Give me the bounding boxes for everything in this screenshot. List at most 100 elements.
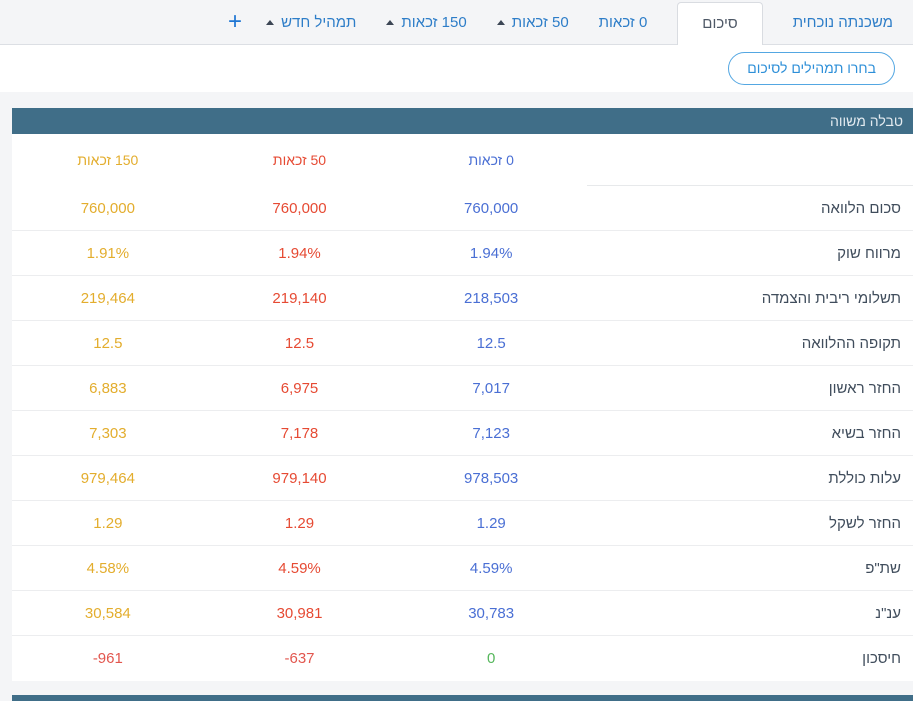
cell-value: 6,975 — [204, 380, 396, 397]
cell-number: 219,140 — [272, 289, 327, 307]
table-row: מרווח שוק 1.94% 1.94% 1.91% — [12, 231, 913, 276]
cell-number: 1.29 — [93, 514, 123, 532]
cell-value: 219,464 — [12, 290, 204, 307]
table-row: עלות כוללת 978,503 979,140 979,464 — [12, 456, 913, 501]
cell-number: -637 — [284, 650, 315, 667]
tab-label: 50 זכאות — [511, 13, 569, 31]
row-label: שת"פ — [865, 559, 901, 577]
cell-value: 760,000 — [12, 200, 204, 217]
cell-value: 760,000 — [395, 200, 587, 217]
cell-value: 30,783 — [395, 605, 587, 622]
cell-value: -961 — [12, 650, 204, 667]
cell-number: 6,883 — [89, 379, 127, 397]
tab-label: סיכום — [702, 15, 738, 32]
caret-up-icon[interactable] — [266, 19, 275, 25]
caret-up-icon[interactable] — [386, 19, 395, 25]
cell-value: -637 — [204, 650, 396, 667]
column-header-0: 0 זכאות — [468, 152, 514, 168]
cell-value: 0 — [395, 650, 587, 667]
cell-number: 12.5 — [476, 334, 506, 352]
cell-number: 1.91% — [86, 244, 130, 262]
cell-value: 4.59% — [204, 560, 396, 577]
table-column-header-row: 0 זכאות 50 זכאות 150 זכאות — [12, 134, 913, 186]
tab-label: 150 זכאות — [401, 13, 467, 31]
row-label: עלות כוללת — [828, 469, 901, 487]
cell-value: 1.94% — [204, 245, 396, 262]
cell-number: 218,503 — [464, 289, 519, 307]
tab-150 זכאות[interactable]: 150 זכאות — [386, 13, 467, 31]
cell-value: 219,140 — [204, 290, 396, 307]
cell-number: -961 — [92, 650, 123, 667]
cell-value: 4.59% — [395, 560, 587, 577]
tab-משכנתה נוכחית[interactable]: משכנתה נוכחית — [793, 14, 893, 31]
cell-number: 979,464 — [80, 469, 135, 487]
cell-number: 12.5 — [93, 334, 123, 352]
cell-number: 7,017 — [472, 379, 510, 397]
cell-number: 30,783 — [468, 604, 515, 622]
comparison-table-title-bar: טבלה משווה — [12, 108, 913, 134]
cell-number: 7,123 — [472, 424, 510, 442]
column-header-1: 50 זכאות — [272, 152, 327, 168]
cell-number: 1.94% — [469, 244, 513, 262]
comparison-table-title: טבלה משווה — [830, 113, 903, 129]
cell-value: 979,140 — [204, 470, 396, 487]
cell-value: 6,883 — [12, 380, 204, 397]
cell-number: 4.58% — [86, 559, 130, 577]
summary-toolbar: בחרו תמהילים לסיכום — [0, 45, 913, 92]
row-label: מרווח שוק — [837, 244, 901, 262]
table-row: תשלומי ריבית והצמדה 218,503 219,140 219,464 — [12, 276, 913, 321]
cell-number: 1.29 — [284, 514, 315, 532]
row-label: ענ"נ — [875, 604, 901, 622]
cell-value: 7,123 — [395, 425, 587, 442]
cell-number: 30,981 — [276, 604, 323, 622]
add-mix-tab-button[interactable]: + — [228, 8, 243, 35]
row-label-header-empty — [587, 134, 913, 186]
cell-value: 1.91% — [12, 245, 204, 262]
table-row: החזר ראשון 7,017 6,975 6,883 — [12, 366, 913, 411]
select-mixes-button[interactable]: בחרו תמהילים לסיכום — [728, 52, 895, 85]
tab-תמהיל חדש[interactable]: תמהיל חדש — [266, 14, 356, 31]
cell-number: 219,464 — [80, 289, 135, 307]
cell-number: 7,178 — [280, 424, 319, 442]
row-label: החזר בשיא — [831, 424, 901, 442]
tab-סיכום[interactable]: סיכום — [677, 2, 763, 45]
table-row: החזר לשקל 1.29 1.29 1.29 — [12, 501, 913, 546]
cell-number: 4.59% — [278, 559, 321, 577]
cell-value: 12.5 — [204, 335, 396, 352]
section-gap — [0, 681, 913, 695]
table-row: חיסכון 0 -637 -961 — [12, 636, 913, 681]
cell-value: 1.29 — [12, 515, 204, 532]
cell-value: 218,503 — [395, 290, 587, 307]
mix-tabs-bar: משכנתה נוכחית סיכום 0 זכאות 50 זכאות 150 זכא… — [0, 0, 913, 45]
cell-value: 30,981 — [204, 605, 396, 622]
table-row: שת"פ 4.59% 4.59% 4.58% — [12, 546, 913, 591]
cell-number: 1.94% — [278, 244, 321, 262]
cell-value: 30,584 — [12, 605, 204, 622]
cell-number: 978,503 — [464, 469, 519, 487]
cell-number: 0 — [487, 650, 496, 667]
tab-0 זכאות[interactable]: 0 זכאות — [599, 14, 648, 31]
tab-label: משכנתה נוכחית — [792, 13, 893, 31]
column-header-2: 150 זכאות — [77, 152, 139, 168]
cell-number: 760,000 — [464, 199, 519, 217]
cell-value: 1.29 — [395, 515, 587, 532]
row-label: סכום הלוואה — [821, 199, 901, 217]
table-row: החזר בשיא 7,123 7,178 7,303 — [12, 411, 913, 456]
next-section-header-bar — [12, 695, 913, 701]
caret-up-icon[interactable] — [496, 19, 505, 25]
tab-label: תמהיל חדש — [281, 13, 357, 31]
cell-value: 978,503 — [395, 470, 587, 487]
cell-value: 1.29 — [204, 515, 396, 532]
cell-number: 760,000 — [272, 199, 327, 217]
cell-number: 30,584 — [84, 604, 131, 622]
row-label: חיסכון — [862, 650, 901, 667]
row-label: החזר ראשון — [828, 379, 901, 397]
cell-number: 7,303 — [89, 424, 127, 442]
comparison-table-card: טבלה משווה 0 זכאות 50 זכאות 150 זכאות סכום… — [12, 108, 913, 681]
cell-value: 760,000 — [204, 200, 396, 217]
cell-value: 12.5 — [12, 335, 204, 352]
table-row: סכום הלוואה 760,000 760,000 760,000 — [12, 186, 913, 231]
tab-50 זכאות[interactable]: 50 זכאות — [496, 13, 569, 31]
table-body: סכום הלוואה 760,000 760,000 760,000 מרווח שו… — [12, 186, 913, 681]
